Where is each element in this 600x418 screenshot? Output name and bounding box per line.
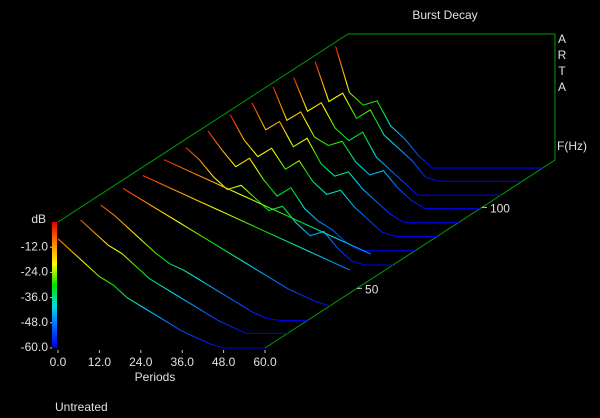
- decay-slice: [335, 46, 543, 169]
- color-bar: [52, 222, 57, 348]
- y-axis-label: dB: [31, 212, 46, 226]
- decay-slice: [163, 159, 372, 255]
- decay-slice: [251, 102, 459, 223]
- box-edge: [57, 33, 349, 223]
- decay-slice: [272, 86, 481, 210]
- x-tick-label: 0.0: [50, 355, 67, 369]
- decay-slice: [100, 204, 308, 321]
- decay-slice: [80, 219, 288, 334]
- decay-slice: [229, 114, 438, 237]
- y-tick-label: -60.0: [21, 340, 49, 354]
- box-edge: [264, 159, 556, 349]
- z-axis-label: F(Hz): [557, 139, 587, 153]
- decay-slice: [142, 174, 350, 271]
- watermark: ARTA: [555, 32, 569, 96]
- decay-slice: [207, 130, 416, 252]
- decay-slice: [314, 61, 523, 182]
- chart-title: Burst Decay: [412, 8, 477, 22]
- x-tick-label: 24.0: [129, 355, 153, 369]
- x-axis-label: Periods: [135, 370, 176, 384]
- z-tick-label: 50: [365, 283, 379, 297]
- decay-slice: [57, 238, 265, 349]
- x-tick-label: 36.0: [171, 355, 195, 369]
- y-tick-label: -36.0: [21, 290, 49, 304]
- x-tick-label: 48.0: [212, 355, 236, 369]
- z-tick-label: 100: [490, 202, 510, 216]
- decay-slice: [122, 187, 331, 307]
- subtitle: Untreated: [55, 400, 108, 414]
- y-tick-label: -12.0: [21, 239, 49, 253]
- x-tick-label: 12.0: [88, 355, 112, 369]
- decay-slice: [293, 77, 501, 196]
- y-tick-label: -48.0: [21, 315, 49, 329]
- decay-slice: [185, 147, 393, 266]
- y-tick-label: -24.0: [21, 265, 49, 279]
- x-tick-label: 60.0: [253, 355, 277, 369]
